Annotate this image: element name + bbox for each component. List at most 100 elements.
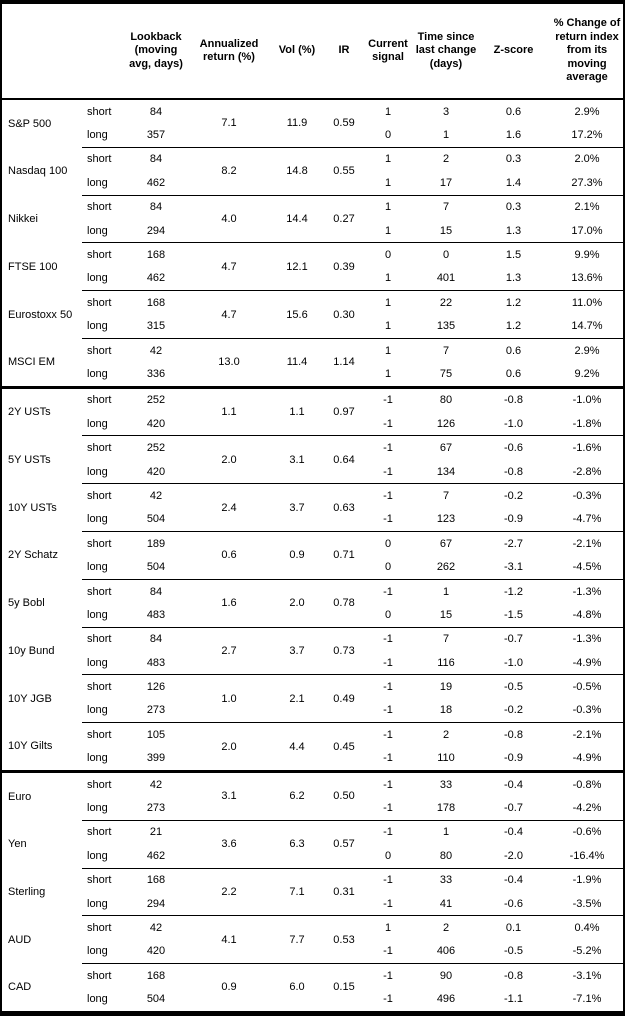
- instrument-name: MSCI EM: [8, 356, 56, 369]
- pct-change-cell: -1.8%: [572, 417, 602, 430]
- days-since-change-cell: 15: [439, 608, 453, 621]
- pct-change-cell: 14.7%: [571, 320, 603, 333]
- lookback-cell: 189: [124, 531, 188, 556]
- signal-cell: -1: [364, 435, 412, 460]
- instrument-row-long: long 357 0 1 1.6 17.2%: [2, 123, 623, 147]
- horizon-label: short: [82, 290, 124, 315]
- instrument-row-long: long 399 -1 110 -0.9 -4.9%: [2, 747, 623, 772]
- signal-cell: -1: [364, 722, 412, 747]
- instrument-row-long: long 420 -1 406 -0.5 -5.2%: [2, 940, 623, 964]
- vol-cell: 6.0: [270, 963, 324, 1011]
- horizon-label: short: [82, 963, 124, 988]
- column-header-pct-change: % Change of return index from its moving…: [547, 4, 623, 100]
- instrument-row-short: S&P 500 short 84 7.1 11.9 0.59 1 3 0.6 2.9%: [2, 99, 623, 130]
- horizon-label: long: [87, 993, 108, 1006]
- annualized-return-cell: 4.7: [188, 242, 270, 291]
- zscore-cell: -0.7: [480, 626, 547, 651]
- lookback-cell: 42: [124, 769, 188, 797]
- signal-cell: -1: [383, 513, 393, 526]
- horizon-label: long: [87, 417, 108, 430]
- pct-change-cell: -4.7%: [572, 513, 602, 526]
- lookback-cell: 168: [124, 290, 188, 315]
- annualized-return-cell: 1.6: [188, 578, 270, 628]
- signal-cell: -1: [383, 945, 393, 958]
- instrument-row-long: long 420 -1 126 -1.0 -1.8%: [2, 412, 623, 436]
- ir-cell: 0.27: [324, 194, 364, 243]
- vol-cell: 7.7: [270, 915, 324, 964]
- ir-cell: 1.14: [324, 337, 364, 388]
- signal-cell: -1: [383, 802, 393, 815]
- vol-cell: 3.1: [270, 435, 324, 484]
- horizon-label: short: [82, 578, 124, 604]
- instrument-name: 10y Bund: [8, 644, 55, 657]
- signal-cell: -1: [364, 483, 412, 508]
- horizon-label: short: [82, 722, 124, 747]
- signal-cell: -1: [383, 752, 393, 765]
- ir-cell: 0.31: [324, 867, 364, 916]
- annualized-return-cell: 7.1: [221, 117, 237, 130]
- lookback-cell: 357: [146, 129, 166, 142]
- table-body: S&P 500 short 84 7.1 11.9 0.59 1 3 0.6 2.9% long 35…: [2, 99, 623, 1011]
- zscore-cell: -0.5: [480, 674, 547, 699]
- zscore-cell: 1.5: [480, 242, 547, 267]
- zscore-cell: 0.1: [480, 915, 547, 940]
- instrument-row-long: long 273 -1 18 -0.2 -0.3%: [2, 699, 623, 723]
- horizon-label: short: [82, 915, 124, 940]
- zscore-cell: -1.5: [504, 608, 523, 621]
- pct-change-cell: 2.0%: [547, 146, 623, 172]
- instrument-name: S&P 500: [8, 117, 52, 130]
- days-since-change-cell: 262: [436, 561, 456, 574]
- table-header: Lookback (moving avg, days) Annualized r…: [2, 4, 623, 100]
- horizon-label: short: [82, 674, 124, 699]
- ir-cell: 0.78: [324, 578, 364, 628]
- ir-cell: 0.15: [324, 963, 364, 1011]
- signal-cell: -1: [364, 385, 412, 413]
- horizon-label: long: [87, 224, 108, 237]
- annualized-return-cell: 2.0: [188, 435, 270, 484]
- instrument-row-short: MSCI EM short 42 13.0 11.4 1.14 1 7 0.6 2.9%: [2, 337, 623, 388]
- vol-cell: 3.7: [270, 626, 324, 675]
- days-since-change-cell: 33: [412, 867, 480, 892]
- instrument-row-long: long 504 -1 123 -0.9 -4.7%: [2, 508, 623, 532]
- zscore-cell: 1.2: [505, 320, 522, 333]
- instrument-name: Nasdaq 100: [8, 165, 68, 178]
- ir-cell: 0.73: [324, 626, 364, 675]
- horizon-label: long: [87, 320, 108, 333]
- lookback-cell: 504: [146, 993, 166, 1006]
- zscore-cell: -0.6: [504, 897, 523, 910]
- horizon-label: long: [87, 272, 108, 285]
- lookback-cell: 42: [124, 337, 188, 363]
- zscore-cell: 1.4: [505, 176, 522, 189]
- instrument-row-long: long 420 -1 134 -0.8 -2.8%: [2, 460, 623, 484]
- days-since-change-cell: 2: [412, 722, 480, 747]
- lookback-cell: 42: [124, 915, 188, 940]
- days-since-change-cell: 1: [412, 819, 480, 845]
- annualized-return-cell: 1.1: [188, 385, 270, 436]
- signal-cell: 0: [384, 129, 392, 142]
- zscore-cell: 1.3: [505, 224, 522, 237]
- instrument-row-long: long 462 0 80 -2.0 -16.4%: [2, 844, 623, 868]
- horizon-label: long: [87, 465, 108, 478]
- instrument-row-long: long 504 0 262 -3.1 -4.5%: [2, 555, 623, 579]
- pct-change-cell: -4.5%: [572, 561, 602, 574]
- vol-cell: 14.4: [270, 194, 324, 243]
- vol-cell: 12.1: [270, 242, 324, 291]
- days-since-change-cell: 3: [442, 105, 450, 118]
- pct-change-cell: -16.4%: [569, 849, 605, 862]
- lookback-cell: 126: [124, 674, 188, 699]
- instrument-row-short: Eurostoxx 50 short 168 4.7 15.6 0.30 1 22 1.2 11.…: [2, 290, 623, 339]
- days-since-change-cell: 496: [436, 993, 456, 1006]
- days-since-change-cell: 75: [439, 367, 453, 380]
- pct-change-cell: -4.2%: [572, 802, 602, 815]
- days-since-change-cell: 15: [439, 224, 453, 237]
- signal-cell: 1: [364, 290, 412, 315]
- instrument-row-long: long 294 -1 41 -0.6 -3.5%: [2, 892, 623, 916]
- horizon-label: long: [87, 849, 108, 862]
- horizon-label: short: [82, 531, 124, 556]
- zscore-cell: 0.6: [505, 367, 522, 380]
- days-since-change-cell: 2: [412, 146, 480, 172]
- instrument-row-short: 5Y USTs short 252 2.0 3.1 0.64 -1 67 -0.6 -1.6%: [2, 435, 623, 484]
- signal-cell: -1: [383, 656, 393, 669]
- zscore-cell: -0.9: [504, 752, 523, 765]
- signal-cell: 1: [364, 915, 412, 940]
